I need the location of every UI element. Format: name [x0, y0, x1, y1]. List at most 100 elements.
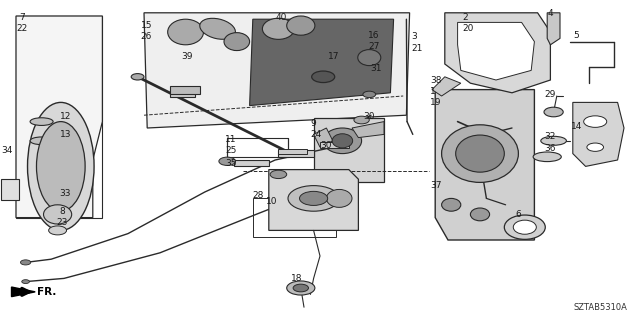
Ellipse shape	[470, 208, 490, 221]
Text: 9: 9	[310, 119, 316, 128]
Text: 5: 5	[573, 31, 579, 40]
Text: 30: 30	[364, 112, 375, 121]
Polygon shape	[573, 102, 624, 166]
Polygon shape	[432, 77, 461, 96]
Text: 20: 20	[462, 24, 474, 33]
Polygon shape	[269, 170, 358, 230]
Ellipse shape	[442, 198, 461, 211]
Text: 29: 29	[544, 90, 556, 99]
Text: 13: 13	[60, 130, 71, 139]
Ellipse shape	[541, 136, 566, 145]
Polygon shape	[314, 128, 333, 147]
Polygon shape	[458, 22, 534, 80]
Circle shape	[131, 74, 144, 80]
Ellipse shape	[36, 122, 85, 211]
Text: 31: 31	[370, 64, 381, 73]
Ellipse shape	[44, 205, 72, 224]
Ellipse shape	[332, 134, 353, 148]
Circle shape	[287, 281, 315, 295]
Circle shape	[288, 186, 339, 211]
Text: 2: 2	[462, 13, 468, 22]
Text: 30: 30	[320, 141, 332, 150]
Text: 1: 1	[430, 87, 436, 96]
Text: 32: 32	[544, 132, 556, 140]
Circle shape	[270, 170, 287, 179]
Text: 3: 3	[412, 32, 417, 41]
Ellipse shape	[262, 18, 294, 39]
Circle shape	[219, 157, 236, 165]
Circle shape	[22, 280, 29, 284]
Circle shape	[300, 191, 328, 205]
Polygon shape	[445, 13, 550, 93]
Bar	[1, 179, 19, 200]
Circle shape	[49, 226, 67, 235]
Text: 17: 17	[328, 52, 339, 60]
Circle shape	[312, 71, 335, 83]
Text: 35: 35	[225, 159, 237, 168]
Text: 10: 10	[266, 197, 277, 206]
Text: 16: 16	[368, 31, 380, 40]
Text: 33: 33	[60, 189, 71, 198]
Text: 12: 12	[60, 112, 71, 121]
Polygon shape	[314, 118, 384, 182]
Ellipse shape	[533, 152, 561, 162]
Circle shape	[363, 91, 376, 98]
Ellipse shape	[287, 16, 315, 35]
Text: 39: 39	[181, 52, 193, 60]
Text: 37: 37	[430, 181, 442, 190]
Polygon shape	[144, 13, 410, 128]
Text: 18: 18	[291, 274, 303, 283]
Polygon shape	[435, 90, 534, 240]
Text: 6: 6	[515, 210, 521, 219]
Ellipse shape	[30, 137, 53, 145]
Polygon shape	[12, 287, 35, 297]
Text: 40: 40	[275, 13, 287, 22]
Bar	[170, 90, 195, 97]
Circle shape	[587, 143, 604, 151]
Circle shape	[584, 116, 607, 127]
Ellipse shape	[168, 19, 204, 45]
Ellipse shape	[200, 18, 236, 39]
Text: 24: 24	[310, 130, 322, 139]
Bar	[278, 150, 314, 157]
Ellipse shape	[358, 50, 381, 66]
Bar	[278, 149, 307, 154]
Bar	[16, 16, 102, 218]
Text: 36: 36	[544, 144, 556, 153]
Ellipse shape	[442, 125, 518, 182]
Polygon shape	[16, 16, 102, 218]
Ellipse shape	[323, 128, 362, 154]
Text: 38: 38	[430, 76, 442, 84]
Ellipse shape	[456, 135, 504, 172]
Ellipse shape	[224, 33, 250, 51]
Text: 25: 25	[225, 146, 237, 155]
Text: 4: 4	[547, 9, 553, 18]
Ellipse shape	[326, 189, 352, 207]
Bar	[320, 142, 349, 148]
Bar	[170, 86, 200, 94]
Polygon shape	[250, 19, 394, 106]
Text: SZTAB5310A: SZTAB5310A	[573, 303, 627, 312]
Text: 11: 11	[225, 135, 237, 144]
Ellipse shape	[504, 215, 545, 239]
Text: 19: 19	[430, 98, 442, 107]
Text: FR.: FR.	[37, 287, 56, 297]
Circle shape	[354, 116, 369, 124]
Ellipse shape	[30, 118, 53, 125]
Bar	[253, 198, 336, 237]
Text: 8: 8	[60, 207, 65, 216]
Circle shape	[544, 107, 563, 117]
Text: 14: 14	[571, 122, 582, 131]
Text: 28: 28	[252, 191, 264, 200]
Polygon shape	[547, 13, 560, 45]
Text: 21: 21	[412, 44, 423, 52]
Text: 27: 27	[368, 42, 380, 51]
Ellipse shape	[513, 220, 536, 234]
Bar	[234, 160, 269, 166]
Text: 23: 23	[56, 218, 68, 227]
Circle shape	[293, 284, 308, 292]
Circle shape	[20, 260, 31, 265]
Text: 22: 22	[17, 24, 28, 33]
Text: 15: 15	[141, 21, 152, 30]
Text: 34: 34	[1, 146, 13, 155]
